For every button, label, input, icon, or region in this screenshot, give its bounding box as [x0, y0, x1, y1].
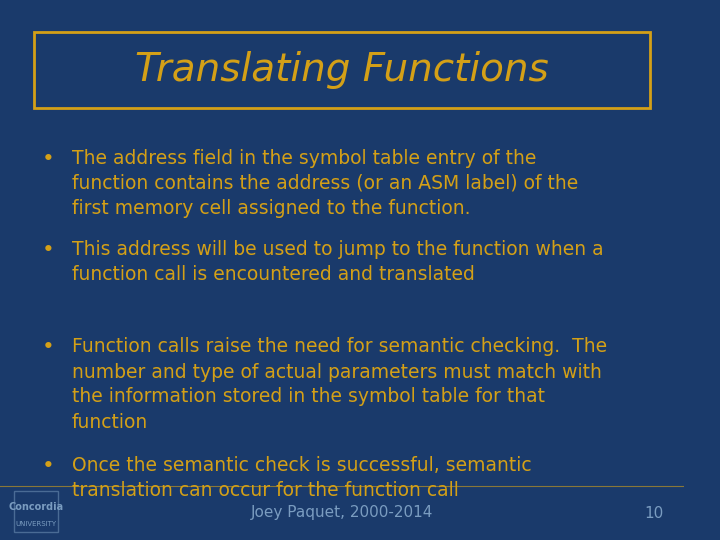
Text: •: • — [42, 456, 54, 476]
Text: Concordia: Concordia — [9, 502, 64, 511]
Text: Once the semantic check is successful, semantic
translation can occur for the fu: Once the semantic check is successful, s… — [72, 456, 531, 500]
Text: The address field in the symbol table entry of the
function contains the address: The address field in the symbol table en… — [72, 148, 578, 218]
Text: •: • — [42, 240, 54, 260]
FancyBboxPatch shape — [14, 491, 58, 532]
Text: Function calls raise the need for semantic checking.  The
number and type of act: Function calls raise the need for semant… — [72, 338, 607, 431]
Text: •: • — [42, 148, 54, 168]
Text: •: • — [42, 338, 54, 357]
Text: This address will be used to jump to the function when a
function call is encoun: This address will be used to jump to the… — [72, 240, 603, 284]
Text: UNIVERSITY: UNIVERSITY — [16, 521, 57, 527]
Text: Joey Paquet, 2000-2014: Joey Paquet, 2000-2014 — [251, 505, 433, 521]
Text: 10: 10 — [644, 505, 664, 521]
Text: Translating Functions: Translating Functions — [135, 51, 549, 89]
FancyBboxPatch shape — [35, 32, 650, 108]
